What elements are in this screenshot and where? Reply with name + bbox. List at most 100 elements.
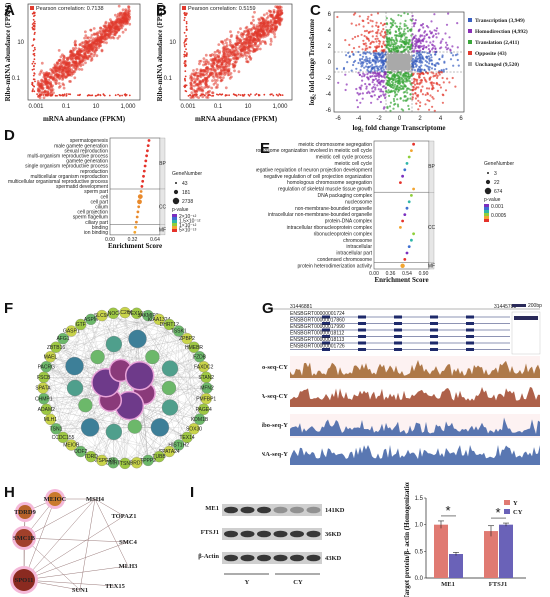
data-point — [403, 72, 406, 76]
data-point — [394, 30, 398, 34]
x-axis-label: Enrichment Score — [374, 276, 428, 284]
data-point — [394, 52, 397, 55]
data-point — [408, 48, 411, 51]
data-point — [369, 46, 372, 49]
data-point — [379, 83, 382, 86]
data-point — [374, 59, 377, 62]
data-point — [371, 78, 374, 81]
data-point — [121, 11, 124, 15]
data-point — [58, 68, 62, 72]
data-point — [416, 82, 419, 85]
data-point — [426, 99, 429, 102]
go-term-label: intracellular ribonucleoprotein complex — [287, 225, 373, 231]
network-edge — [136, 377, 207, 463]
data-point — [231, 43, 235, 47]
data-point — [78, 52, 82, 56]
data-point — [394, 87, 397, 91]
data-point — [212, 82, 216, 86]
data-point — [396, 103, 399, 106]
data-point — [192, 69, 195, 72]
legend-swatch — [468, 51, 472, 55]
data-point — [436, 74, 439, 77]
data-point — [57, 49, 61, 52]
data-point — [396, 50, 399, 53]
exon — [394, 348, 402, 351]
data-point — [31, 62, 34, 65]
data-point — [344, 39, 347, 42]
data-point — [379, 100, 382, 104]
data-point — [415, 60, 418, 63]
data-point — [447, 12, 450, 15]
data-point — [115, 27, 119, 30]
exon — [322, 341, 330, 345]
data-point — [432, 82, 435, 85]
data-point — [185, 64, 187, 67]
data-point — [263, 40, 267, 44]
bar — [434, 524, 448, 578]
color-legend-title: p-value — [484, 197, 501, 203]
network-edge — [94, 498, 129, 567]
data-point — [32, 53, 35, 56]
data-point — [382, 40, 385, 43]
blot-band — [273, 506, 288, 514]
data-point — [377, 75, 381, 78]
data-point — [392, 79, 395, 82]
data-point — [243, 51, 247, 55]
data-point — [373, 75, 376, 78]
track-label: RNA-seq-CY — [262, 393, 288, 400]
network-edge — [80, 398, 207, 452]
data-point — [365, 65, 368, 68]
data-point — [390, 41, 393, 44]
data-point — [400, 76, 403, 79]
data-point — [368, 83, 371, 86]
network-edge — [90, 356, 200, 457]
data-point — [386, 75, 389, 79]
data-point — [375, 35, 378, 38]
node-label: TEX101 — [128, 311, 146, 317]
color-scale-segment — [484, 219, 489, 222]
data-point — [255, 93, 258, 95]
network-node — [188, 423, 200, 435]
node-label: TEX14 — [179, 435, 195, 441]
data-point — [80, 68, 84, 71]
data-point — [386, 105, 389, 108]
data-point — [390, 25, 393, 28]
data-point — [33, 15, 35, 17]
network-edge — [136, 313, 171, 369]
node-label: KIAA1324 — [148, 317, 171, 323]
data-point — [431, 96, 434, 99]
data-point — [361, 92, 364, 95]
data-point — [271, 28, 275, 32]
data-point — [95, 42, 99, 46]
data-point — [105, 41, 108, 45]
data-point — [403, 34, 406, 37]
node-label: TUBB — [152, 454, 166, 460]
data-point — [380, 61, 383, 64]
data-point — [386, 29, 389, 32]
data-point — [375, 47, 378, 50]
data-point — [386, 39, 389, 42]
data-point — [425, 40, 428, 43]
data-point — [219, 40, 223, 43]
data-point — [62, 72, 66, 76]
node-label: DHRT12 — [160, 322, 180, 328]
data-point — [365, 55, 368, 59]
data-point — [344, 88, 347, 92]
data-point — [414, 19, 417, 22]
data-point — [404, 77, 407, 80]
hub-node — [18, 505, 32, 519]
data-point — [56, 62, 60, 65]
data-point — [74, 61, 78, 64]
data-point — [91, 94, 94, 97]
data-point — [433, 29, 436, 32]
data-point — [235, 36, 239, 40]
data-point — [391, 74, 394, 77]
data-point — [389, 39, 392, 42]
data-point — [85, 47, 89, 51]
data-point — [83, 53, 87, 57]
node-label: CATSPER4 — [89, 458, 115, 464]
data-point — [47, 78, 51, 82]
data-point — [411, 44, 414, 47]
hub-node — [124, 361, 155, 391]
data-point — [86, 57, 90, 61]
